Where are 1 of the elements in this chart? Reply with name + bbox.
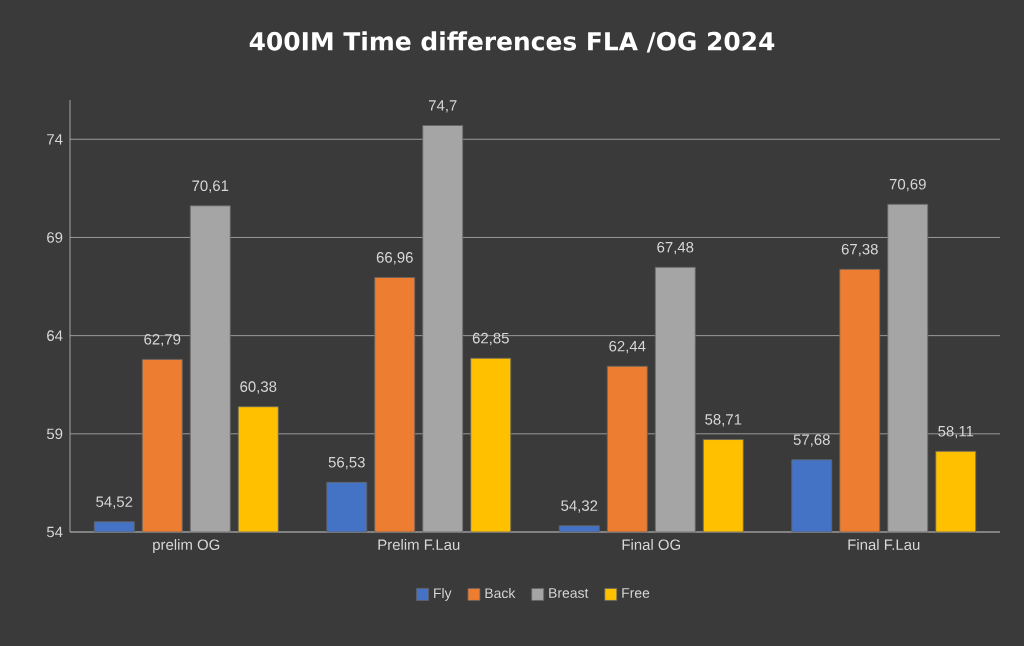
chart-title: 400IM Time differences FLA /OG 2024 <box>249 31 775 53</box>
